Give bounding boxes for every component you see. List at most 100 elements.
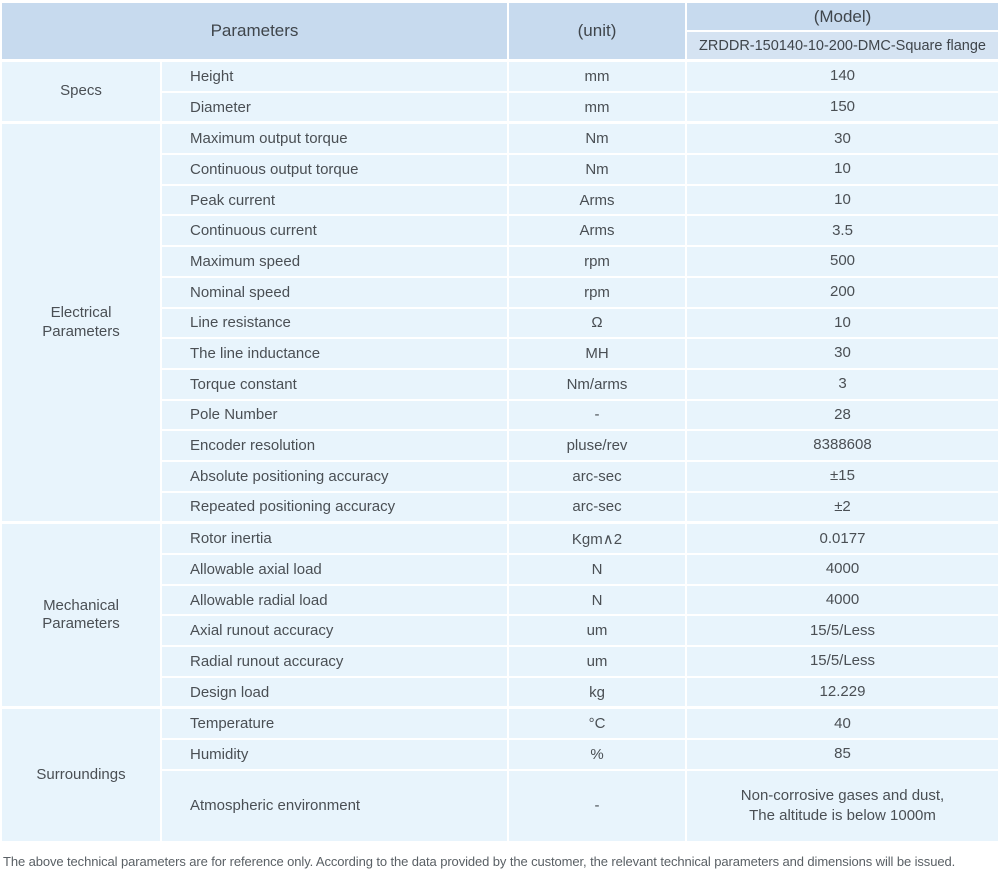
group-label-surroundings: Surroundings [2, 709, 160, 841]
value-cell: ±15 [687, 461, 998, 491]
table-row: Maximum speed rpm 500 [162, 247, 998, 276]
param-name-cell: Line resistance [162, 308, 507, 338]
unit-cell: Arms [509, 185, 685, 215]
value-cell: 140 [687, 62, 998, 91]
value-cell: 12.229 [687, 677, 998, 707]
param-name-cell: Nominal speed [162, 277, 507, 307]
param-name-cell: Peak current [162, 185, 507, 215]
param-name-cell: Height [162, 62, 507, 91]
value-cell: ±2 [687, 492, 998, 522]
value-cell: 15/5/Less [687, 647, 998, 676]
unit-cell: rpm [509, 247, 685, 276]
table-row: Pole Number - 28 [162, 400, 998, 430]
unit-cell: °C [509, 709, 685, 739]
unit-cell: rpm [509, 277, 685, 307]
value-cell: 10 [687, 185, 998, 215]
table-row: Nominal speed rpm 200 [162, 277, 998, 307]
table-row: Rotor inertia Kgm∧2 0.0177 [162, 524, 998, 553]
value-cell: 4000 [687, 555, 998, 584]
value-cell: 30 [687, 339, 998, 368]
param-name-cell: Repeated positioning accuracy [162, 492, 507, 522]
section-surroundings: Surroundings Temperature °C 40 Humidity … [2, 709, 998, 841]
param-name-cell: Allowable axial load [162, 555, 507, 584]
header-unit-cell: (unit) [509, 3, 685, 59]
section-rows: Rotor inertia Kgm∧2 0.0177 Allowable axi… [162, 524, 998, 707]
value-cell: 0.0177 [687, 524, 998, 553]
param-name-cell: Atmospheric environment [162, 770, 507, 841]
group-label-mechanical: Mechanical Parameters [2, 524, 160, 707]
header-model-label: (Model) [687, 3, 998, 30]
unit-cell: um [509, 616, 685, 646]
unit-cell: mm [509, 92, 685, 122]
unit-cell: Kgm∧2 [509, 524, 685, 553]
header-model-cell: (Model) ZRDDR-150140-10-200-DMC-Square f… [687, 3, 998, 59]
unit-cell: Nm [509, 155, 685, 184]
group-label-specs: Specs [2, 62, 160, 122]
header-model-value: ZRDDR-150140-10-200-DMC-Square flange [687, 32, 998, 59]
unit-cell: - [509, 400, 685, 430]
value-cell: 8388608 [687, 431, 998, 460]
param-name-cell: Humidity [162, 740, 507, 769]
table-row: Continuous current Arms 3.5 [162, 216, 998, 246]
unit-cell: N [509, 585, 685, 615]
table-row: Absolute positioning accuracy arc-sec ±1… [162, 461, 998, 491]
table-row: Humidity % 85 [162, 740, 998, 769]
value-cell: 200 [687, 277, 998, 307]
param-name-cell: Absolute positioning accuracy [162, 461, 507, 491]
param-name-cell: Encoder resolution [162, 431, 507, 460]
table-row: Allowable radial load N 4000 [162, 585, 998, 615]
unit-cell: MH [509, 339, 685, 368]
footer-note: The above technical parameters are for r… [3, 853, 956, 869]
table-row: Allowable axial load N 4000 [162, 555, 998, 584]
table-row: Maximum output torque Nm 30 [162, 124, 998, 154]
value-cell: 3.5 [687, 216, 998, 246]
param-name-cell: Maximum speed [162, 247, 507, 276]
table-row: Diameter mm 150 [162, 92, 998, 122]
param-name-cell: Rotor inertia [162, 524, 507, 553]
param-name-cell: Allowable radial load [162, 585, 507, 615]
table-row: Torque constant Nm/arms 3 [162, 369, 998, 399]
unit-cell: % [509, 740, 685, 769]
table-row: Axial runout accuracy um 15/5/Less [162, 616, 998, 646]
section-specs: Specs Height mm 140 Diameter mm 150 [2, 62, 998, 122]
table-row: Peak current Arms 10 [162, 185, 998, 215]
table-row: Encoder resolution pluse/rev 8388608 [162, 431, 998, 460]
value-cell: 500 [687, 247, 998, 276]
param-name-cell: Radial runout accuracy [162, 647, 507, 676]
group-label-electrical: Electrical Parameters [2, 124, 160, 522]
unit-cell: pluse/rev [509, 431, 685, 460]
param-name-cell: Diameter [162, 92, 507, 122]
unit-cell: Arms [509, 216, 685, 246]
unit-cell: mm [509, 62, 685, 91]
value-cell: 4000 [687, 585, 998, 615]
table-row: Repeated positioning accuracy arc-sec ±2 [162, 492, 998, 522]
table-row: Radial runout accuracy um 15/5/Less [162, 647, 998, 676]
section-mechanical: Mechanical Parameters Rotor inertia Kgm∧… [2, 524, 998, 707]
table-row: Line resistance Ω 10 [162, 308, 998, 338]
table-row: Continuous output torque Nm 10 [162, 155, 998, 184]
value-cell: Non-corrosive gases and dust, The altitu… [687, 770, 998, 841]
table-row: The line inductance MH 30 [162, 339, 998, 368]
param-name-cell: Axial runout accuracy [162, 616, 507, 646]
param-name-cell: Maximum output torque [162, 124, 507, 154]
unit-cell: Ω [509, 308, 685, 338]
unit-cell: arc-sec [509, 492, 685, 522]
table-header: Parameters (unit) (Model) ZRDDR-150140-1… [2, 3, 998, 59]
value-cell: 3 [687, 369, 998, 399]
value-cell: 30 [687, 124, 998, 154]
value-cell: 85 [687, 740, 998, 769]
unit-cell: N [509, 555, 685, 584]
value-cell: 10 [687, 308, 998, 338]
parameters-table: Parameters (unit) (Model) ZRDDR-150140-1… [2, 3, 998, 841]
param-name-cell: The line inductance [162, 339, 507, 368]
param-name-cell: Temperature [162, 709, 507, 739]
unit-cell: arc-sec [509, 461, 685, 491]
table-row: Temperature °C 40 [162, 709, 998, 739]
value-cell: 10 [687, 155, 998, 184]
table-row: Atmospheric environment - Non-corrosive … [162, 770, 998, 841]
section-rows: Temperature °C 40 Humidity % 85 Atmosphe… [162, 709, 998, 841]
value-cell: 150 [687, 92, 998, 122]
unit-cell: Nm [509, 124, 685, 154]
table-row: Design load kg 12.229 [162, 677, 998, 707]
